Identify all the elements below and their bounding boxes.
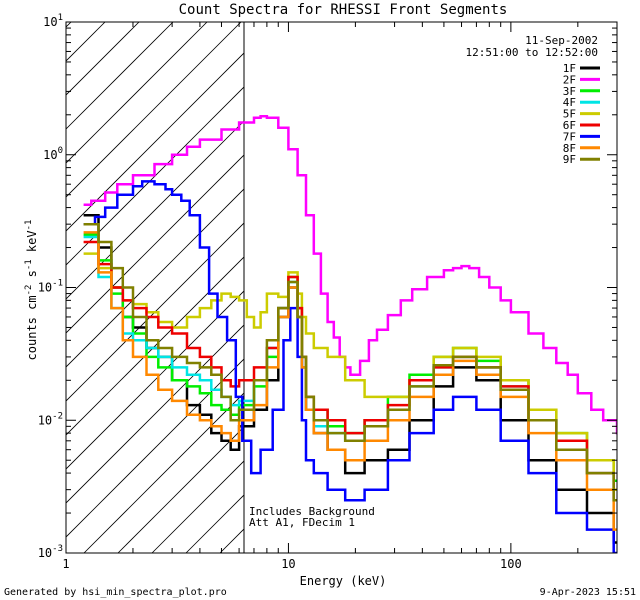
hatched-region (66, 22, 244, 553)
series-line-2F (83, 114, 617, 435)
y-tick-label: 10-3 (38, 544, 63, 560)
x-tick-label: 1 (62, 557, 69, 571)
footer-timestamp: 9-Apr-2023 15:51 (540, 587, 636, 598)
legend-label-6F: 6F (563, 119, 576, 132)
y-tick-label: 10-1 (38, 279, 63, 295)
annotation-attenuator: Att A1, FDecim 1 (249, 516, 355, 529)
legend-label-8F: 8F (563, 142, 576, 155)
y-axis-label: counts cm-2 s-1 keV-1 (24, 220, 39, 361)
y-tick-label: 10-2 (38, 411, 63, 427)
legend-label-5F: 5F (563, 108, 576, 121)
series-line-9F (83, 222, 617, 502)
series-line-4F (83, 235, 617, 491)
series-line-7F (83, 180, 617, 553)
legend-label-9F: 9F (563, 153, 576, 166)
annotation-background: Includes Background (249, 505, 375, 518)
x-tick-label: 10 (281, 557, 295, 571)
legend-label-4F: 4F (563, 96, 576, 109)
x-tick-label: 100 (500, 557, 522, 571)
legend-label-3F: 3F (563, 85, 576, 98)
legend-label-2F: 2F (563, 73, 576, 86)
time-range-label: 12:51:00 to 12:52:00 (466, 46, 598, 59)
footer-generator: Generated by hsi_min_spectra_plot.pro (4, 587, 227, 598)
legend-label-1F: 1F (563, 62, 576, 75)
date-label: 11-Sep-2002 (525, 34, 598, 47)
series-line-1F (83, 214, 617, 544)
chart-title: Count Spectra for RHESSI Front Segments (179, 2, 508, 18)
legend-label-7F: 7F (563, 130, 576, 143)
x-axis-label: Energy (keV) (300, 574, 387, 588)
y-tick-label: 101 (43, 13, 63, 29)
y-tick-label: 100 (43, 146, 63, 162)
